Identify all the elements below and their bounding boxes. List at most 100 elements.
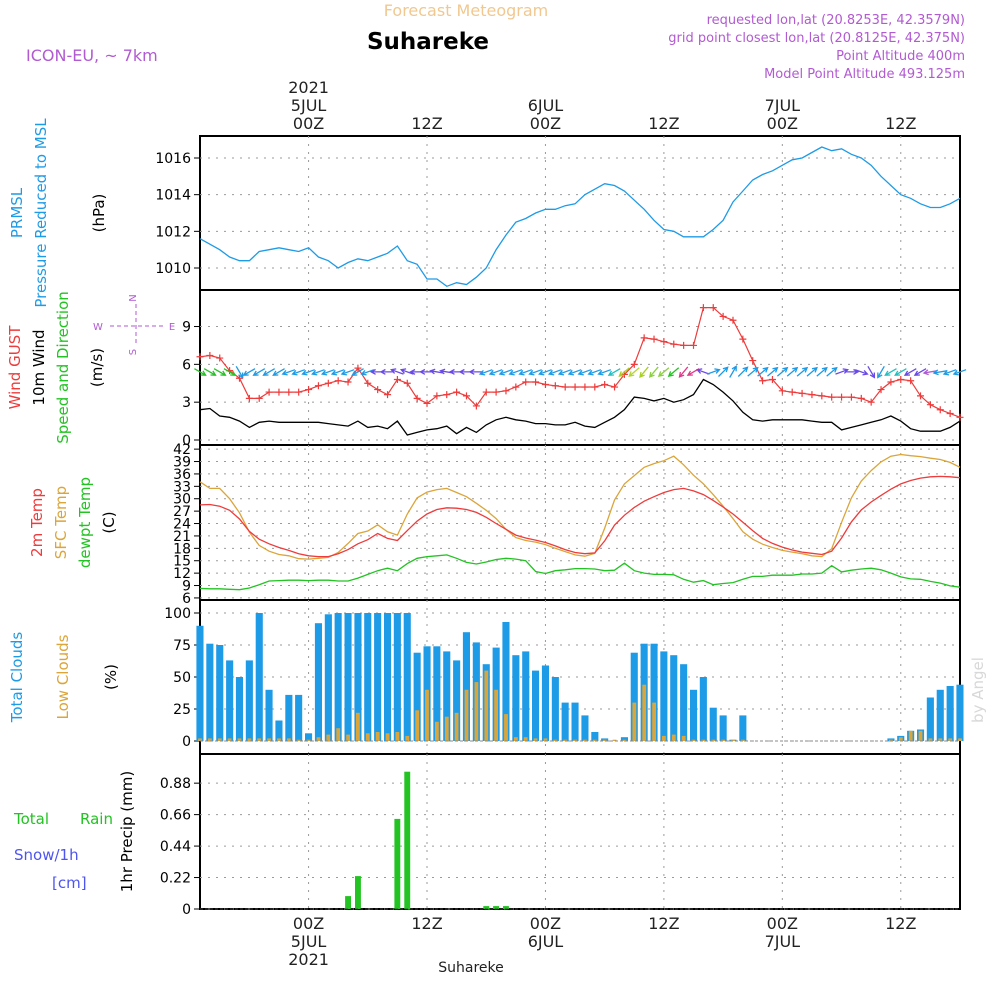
wind-ytick-label: 9 — [182, 320, 191, 336]
gust-marker — [502, 387, 510, 395]
low-cloud-bar — [612, 739, 617, 741]
pressure-ytick-label: 1016 — [155, 151, 191, 167]
gust-marker — [788, 388, 796, 396]
gust-marker — [245, 394, 253, 402]
pressure-ytick-label: 1014 — [155, 188, 191, 204]
gust-marker — [581, 383, 589, 391]
wind-side-label: Speed and Direction — [54, 291, 72, 444]
total-cloud-bar — [374, 613, 382, 741]
total-cloud-bar — [739, 715, 747, 741]
gust-marker — [482, 388, 490, 396]
wind-direction-arrow — [786, 366, 799, 377]
gust-marker — [512, 383, 520, 391]
clouds-side-label: (%) — [102, 664, 120, 690]
total-cloud-bar — [926, 697, 934, 741]
gust-marker — [532, 378, 540, 386]
low-cloud-bar — [642, 684, 647, 741]
bottom-time-label: 5JUL — [291, 932, 327, 951]
gust-marker — [275, 388, 283, 396]
wind-direction-arrow — [340, 369, 355, 376]
precip-ylabel: 1hr Precip (mm) — [118, 771, 136, 892]
legend-snow: Snow/1h — [14, 846, 79, 864]
total-cloud-bar — [216, 645, 224, 741]
gust-marker — [877, 386, 885, 394]
pressure-ytick-label: 1010 — [155, 261, 191, 277]
clouds-ytick-label: 100 — [164, 606, 191, 622]
wind-direction-arrow — [557, 369, 572, 376]
wind-direction-arrow — [488, 369, 503, 376]
wind-direction-arrow — [360, 369, 375, 376]
temp-ytick-label: 21 — [173, 529, 191, 545]
low-cloud-bar — [533, 738, 538, 741]
gust-marker — [640, 334, 648, 342]
gust-marker — [571, 383, 579, 391]
wind-direction-arrow — [379, 368, 394, 375]
rain-bar — [404, 771, 411, 909]
total-cloud-bar — [324, 614, 332, 741]
gust-marker — [384, 391, 392, 399]
rain-bar — [493, 906, 499, 909]
wind-direction-arrow — [706, 368, 721, 375]
bottom-time-label: 12Z — [648, 914, 679, 933]
low-cloud-bar — [711, 739, 716, 741]
bottom-time-label: 6JUL — [528, 932, 564, 951]
wind-gust-line — [199, 307, 961, 418]
low-cloud-bar — [504, 714, 508, 741]
wind-direction-arrow — [952, 369, 967, 376]
low-cloud-bar — [316, 737, 321, 741]
gust-marker — [305, 386, 313, 394]
location-title: Suhareke — [367, 29, 489, 55]
low-cloud-bar — [731, 739, 735, 741]
wind-direction-arrow — [262, 368, 276, 376]
gust-marker — [660, 338, 668, 346]
total-cloud-bar — [354, 613, 362, 741]
total-cloud-bar — [709, 707, 717, 741]
low-cloud-bar — [622, 739, 627, 741]
temp-ytick-label: 15 — [173, 554, 191, 570]
top-time-label: 12Z — [885, 114, 916, 133]
gust-marker — [196, 353, 204, 361]
wind-direction-arrow — [223, 368, 237, 376]
total-cloud-bar — [680, 664, 688, 741]
point-altitude: Point Altitude 400m — [836, 49, 965, 64]
total-cloud-bar — [285, 694, 293, 741]
total-cloud-bar — [196, 625, 204, 741]
total-cloud-bar — [393, 613, 401, 741]
compass-north: N — [128, 294, 139, 301]
rain-bar — [483, 906, 490, 909]
low-cloud-bar — [484, 670, 489, 741]
low-cloud-bar — [494, 689, 498, 741]
gust-marker — [759, 377, 767, 385]
wind-direction-arrow — [194, 368, 207, 376]
temp-ytick-label: 36 — [173, 467, 191, 483]
wind-direction-arrow — [667, 367, 680, 377]
gust-marker — [314, 382, 322, 390]
low-cloud-bar — [306, 739, 311, 741]
wind-direction-arrow — [747, 366, 759, 377]
pressure-side-label: PRMSL — [8, 187, 26, 238]
total-cloud-bar — [956, 684, 964, 741]
gust-marker — [374, 386, 382, 394]
low-cloud-bar — [257, 738, 262, 741]
wind-direction-arrow — [922, 369, 937, 376]
gust-marker — [897, 375, 905, 383]
temp-ytick-label: 6 — [182, 591, 191, 607]
gust-marker — [847, 393, 855, 401]
low-cloud-bar — [405, 735, 410, 741]
total-cloud-bar — [403, 613, 411, 741]
panels: 1010 1012 1014 1016 PRMSL Pressure Reduced to… — [6, 118, 967, 918]
bottom-time-label: 2021 — [288, 950, 329, 969]
total-cloud-bar — [245, 660, 253, 741]
watermark: by Angel — [969, 657, 987, 723]
gust-marker — [936, 406, 944, 414]
top-time-label: 12Z — [411, 114, 442, 133]
low-cloud-bar — [474, 682, 479, 741]
wind-direction-arrow — [478, 369, 493, 376]
total-cloud-bar — [581, 715, 589, 741]
clouds-side-label: Total Clouds — [8, 632, 26, 724]
total-cloud-bar — [206, 643, 214, 741]
sfc-temp-line — [199, 453, 961, 560]
low-cloud-bar — [435, 721, 439, 741]
total-cloud-bar — [462, 632, 470, 741]
model-point-altitude: Model Point Altitude 493.125m — [764, 67, 965, 82]
